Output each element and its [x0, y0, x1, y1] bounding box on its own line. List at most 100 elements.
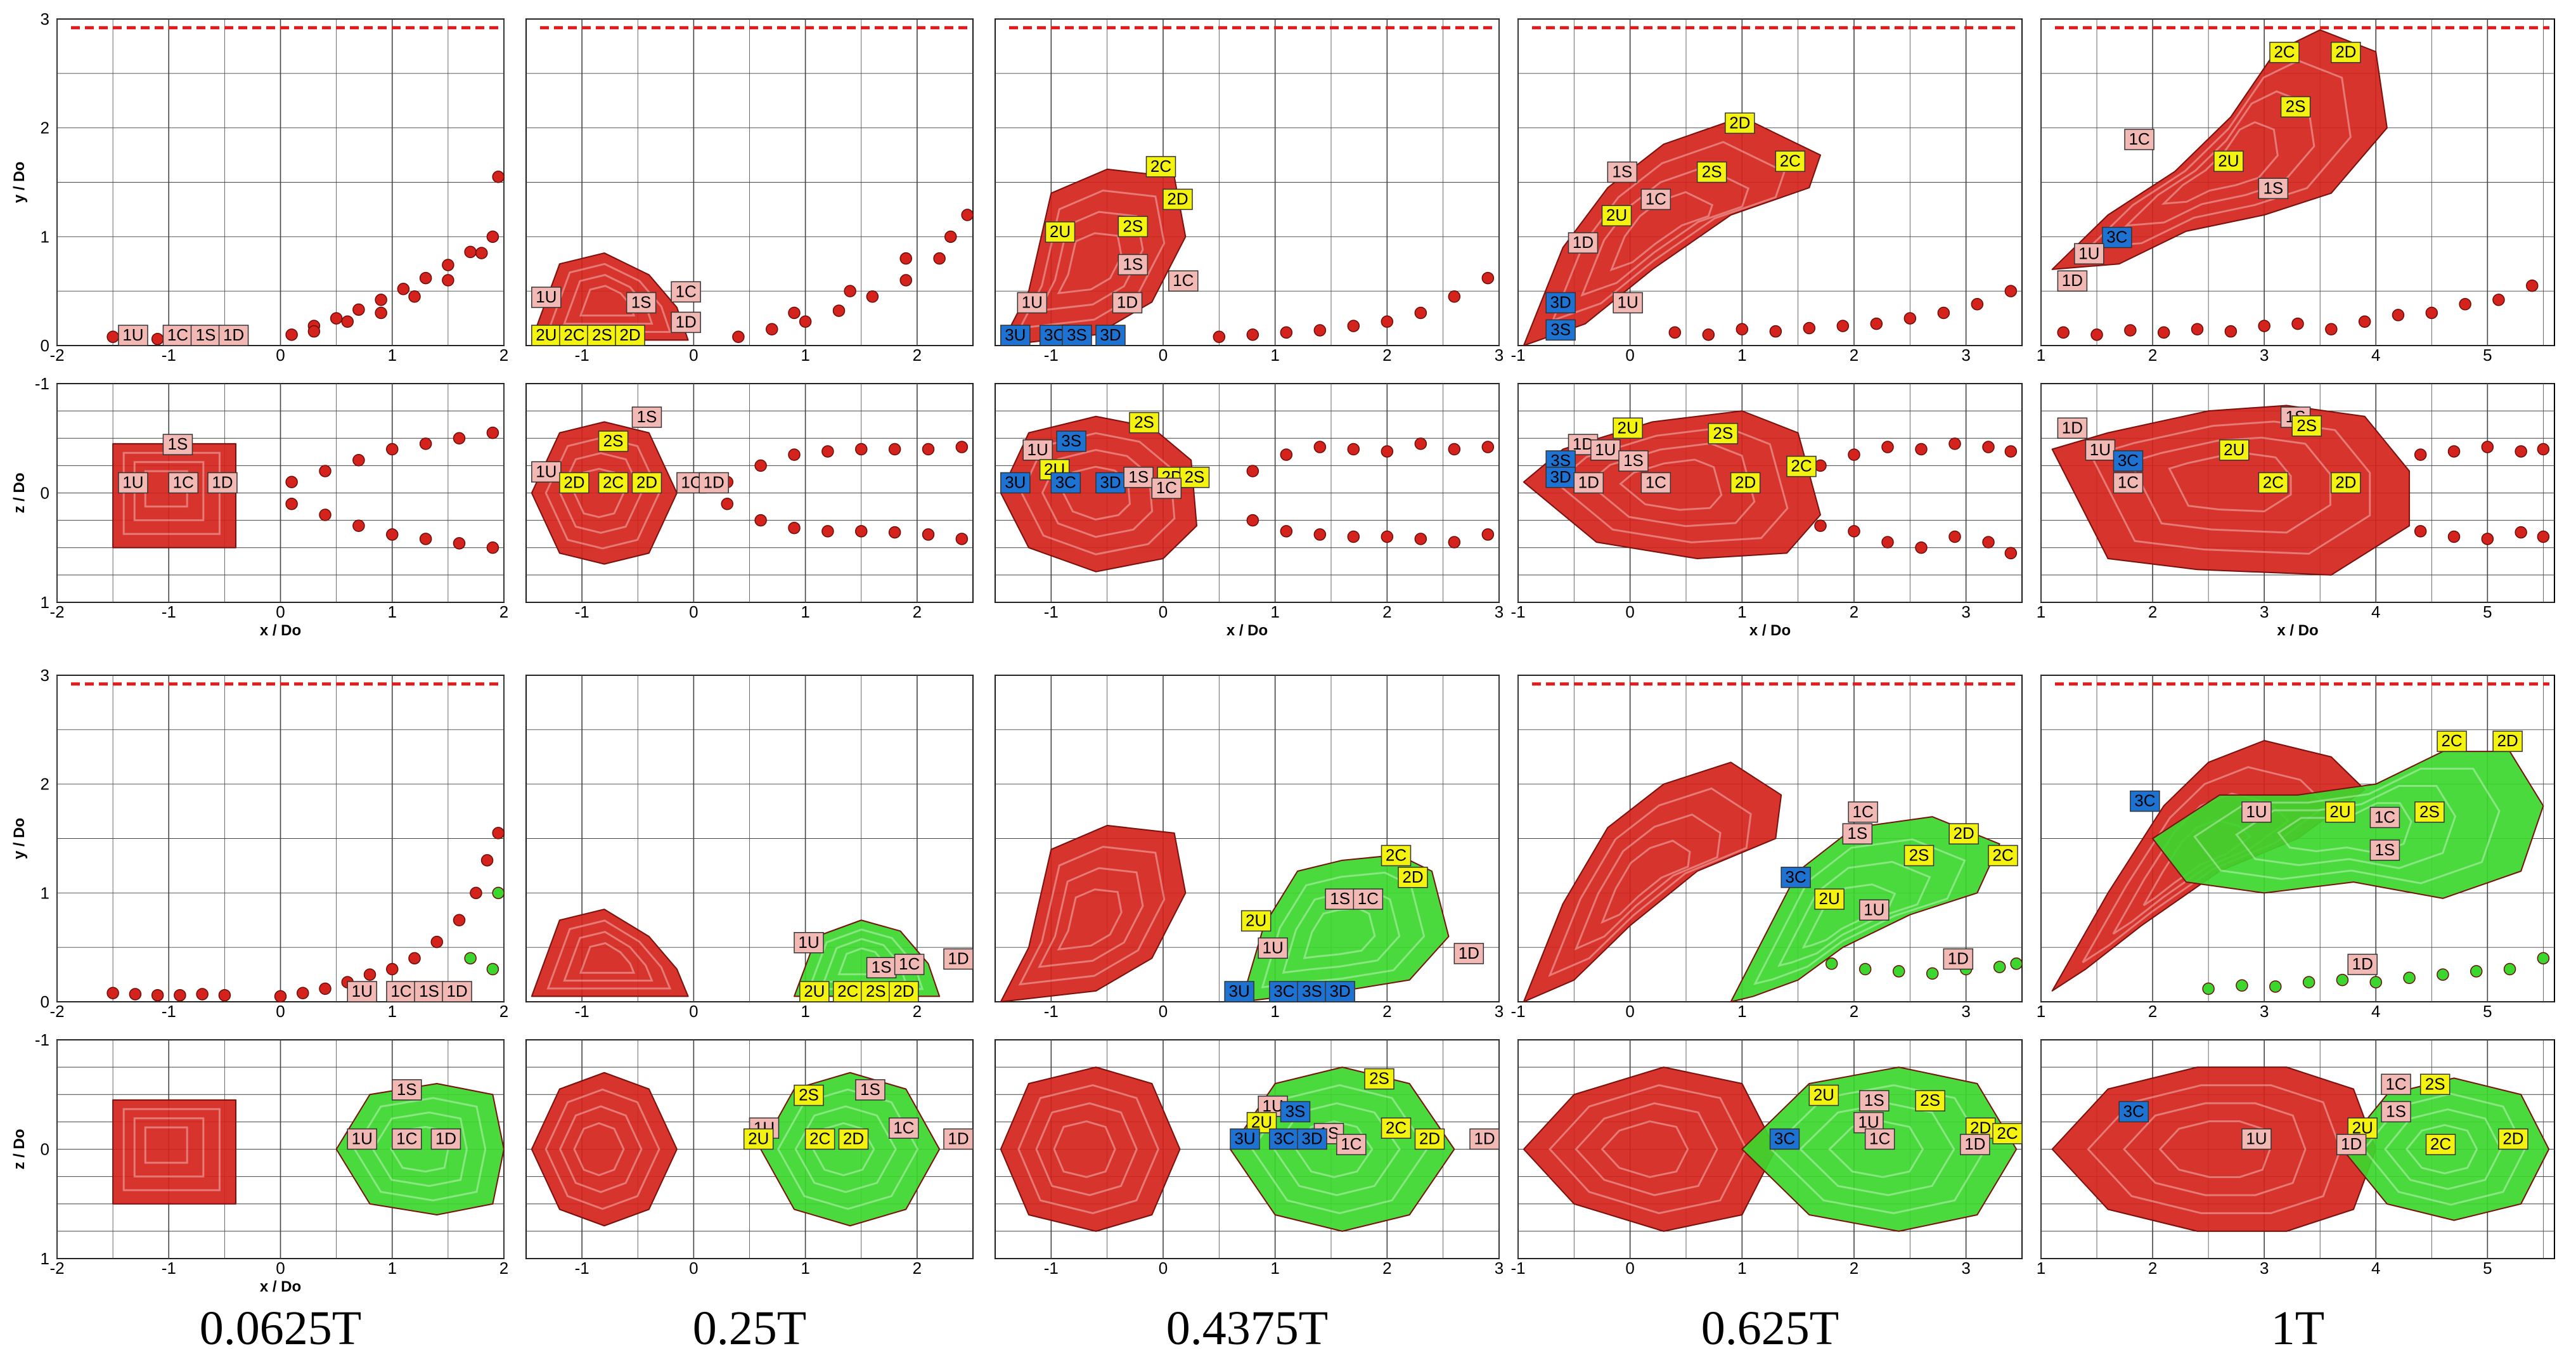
- annotation-text: 3C: [1273, 1129, 1294, 1148]
- annotation-text: 2U: [1050, 222, 1071, 241]
- annotation-text: 1C: [899, 954, 920, 973]
- y-axis-label: y / Do: [11, 162, 28, 203]
- particle-point: [855, 443, 868, 456]
- annotation-text: 1C: [1853, 802, 1874, 821]
- particle-point: [330, 312, 343, 325]
- x-tick-label: -1: [1044, 1002, 1059, 1021]
- annotation-box: [1864, 1128, 1895, 1150]
- annotation-box: [2381, 1073, 2411, 1095]
- annotation-label: 2D: [1730, 472, 1761, 494]
- annotation-label: 1U: [794, 932, 824, 954]
- x-tick-label: 2: [2148, 1002, 2157, 1021]
- x-tick-labels: 1 2 3 4 5: [2037, 1259, 2492, 1278]
- annotation-text: 2C: [1997, 1124, 2018, 1143]
- particle-point: [1414, 306, 1427, 320]
- annotation-box: [889, 1117, 919, 1139]
- annotation-label: 1D: [943, 948, 974, 970]
- annotation-text: 3C: [2134, 791, 2155, 810]
- particle-point: [470, 886, 482, 900]
- x-tick-labels: 1 2 3 4 5: [2037, 346, 2492, 365]
- annotation-text: 2S: [1702, 162, 1722, 181]
- annotation-label: 1C: [2113, 472, 2144, 494]
- annotation-label: 2D: [631, 472, 662, 494]
- x-tick-label: 2: [1382, 602, 1391, 621]
- annotation-box: [2057, 417, 2088, 439]
- annotation-text: 1S: [2375, 840, 2395, 859]
- annotation-box: [1381, 1117, 1412, 1139]
- panel-side-r2-c0: 1U 1C 1S 1D -2 -1 0 1 2 0 1 2 3 y / Do: [11, 666, 508, 1021]
- particle-point: [453, 432, 466, 444]
- annotation-text: 1U: [1263, 938, 1284, 957]
- annotation-text: 2S: [866, 982, 886, 1001]
- x-tick-label: 1: [388, 346, 397, 365]
- annotation-box: [2369, 839, 2400, 861]
- annotation-box: [1017, 292, 1048, 314]
- particle-point: [352, 454, 365, 467]
- particle-point: [2258, 320, 2270, 332]
- vortex-ring-texture: [544, 1088, 660, 1210]
- y-tick-label: 0: [41, 992, 49, 1011]
- annotation-text: 1U: [2246, 802, 2267, 821]
- particle-point: [2392, 309, 2405, 321]
- annotation-text: 1C: [173, 473, 194, 492]
- particle-point: [1948, 530, 1961, 543]
- annotation-text: 1U: [1263, 1096, 1284, 1115]
- annotation-box: [1943, 948, 1974, 970]
- annotation-label: 1S: [1607, 161, 1638, 183]
- annotation-label: 1U: [2074, 243, 2104, 264]
- series-trail: [1814, 437, 2018, 560]
- y-tick-label: 3: [41, 10, 49, 29]
- annotation-label: 3C: [2130, 790, 2160, 812]
- annotation-text: 1D: [1459, 943, 1479, 962]
- x-tick-label: -1: [1510, 1259, 1525, 1278]
- x-tick-label: 1: [1737, 1259, 1746, 1278]
- annotation-text: 2U: [2224, 440, 2244, 459]
- y-tick-labels: 0 1 2 3: [41, 666, 49, 1011]
- annotation-label: 3D: [1545, 292, 1576, 314]
- annotation-box: [1000, 325, 1031, 346]
- vortex-ring-texture: [1600, 839, 1691, 924]
- annotation-box: [1095, 325, 1126, 346]
- particle-point: [1381, 445, 1394, 458]
- annotation-box: [631, 472, 662, 494]
- annotation-text: 2U: [1819, 889, 1840, 908]
- annotation-text: 3S: [1067, 325, 1087, 344]
- annotation-box: [190, 325, 221, 346]
- annotation-text: 1C: [2118, 473, 2139, 492]
- particle-point: [955, 441, 969, 453]
- vortex-ring-texture: [133, 1117, 205, 1177]
- annotation-box: [894, 954, 925, 975]
- particle-point: [386, 443, 399, 456]
- annotation-text: 2D: [636, 473, 657, 492]
- annotation-label: 1C: [889, 1117, 919, 1139]
- annotation-box: [2425, 1134, 2456, 1155]
- annotation-label: 1S: [414, 981, 444, 1002]
- particle-point: [486, 962, 499, 976]
- annotation-box: [1775, 150, 1806, 172]
- annotation-text: 2C: [2430, 1134, 2451, 1153]
- annotation-text: 1C: [390, 982, 411, 1001]
- vortex-ring-texture: [1548, 787, 1752, 977]
- x-tick-label: -2: [49, 602, 64, 621]
- annotation-box: [1992, 1123, 2023, 1144]
- annotation-label: 3C: [1781, 867, 1811, 888]
- annotation-text: 2D: [1954, 824, 1974, 843]
- annotation-label: 1D: [2347, 954, 2378, 975]
- particle-point: [1825, 957, 1838, 970]
- annotation-box: [168, 472, 198, 494]
- particle-point: [899, 252, 912, 265]
- annotation-text: 2D: [2497, 731, 2518, 750]
- x-tick-label: 1: [1270, 1002, 1279, 1021]
- vortex-ring-mark: [1000, 1066, 1181, 1232]
- annotation-text: 2C: [2274, 42, 2295, 62]
- y-axis-label: y / Do: [11, 818, 28, 859]
- annotation-label: 1S: [631, 406, 662, 428]
- annotation-box: [2074, 243, 2104, 264]
- vortex-ring-texture: [1777, 860, 1931, 967]
- particle-point: [1736, 323, 1749, 335]
- x-tick-labels: -1 0 1 2: [575, 1259, 922, 1278]
- series-trail: [2414, 441, 2550, 545]
- annotation-box: [2124, 129, 2154, 150]
